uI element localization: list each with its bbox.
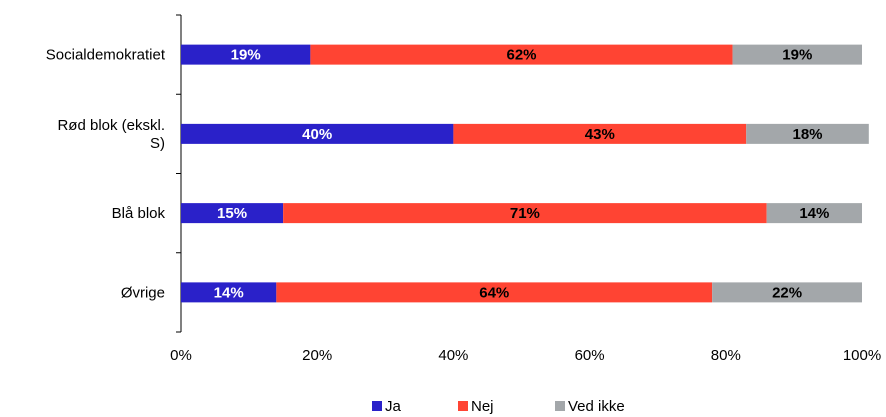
x-tick-label: 20% — [302, 347, 332, 364]
bar-value-label: 14% — [799, 205, 829, 222]
bar-segment — [453, 123, 747, 144]
category-label-line: Socialdemokratiet — [46, 47, 166, 64]
bar-segment — [712, 282, 862, 303]
legend-label: Ja — [385, 398, 402, 415]
bar-value-label: 43% — [585, 126, 615, 143]
bars — [181, 44, 869, 303]
bar-value-label: 71% — [510, 205, 540, 222]
legend-label: Nej — [471, 398, 494, 415]
bar-segment — [283, 203, 767, 224]
legend-swatch — [555, 401, 565, 411]
x-tick-label: 0% — [170, 347, 192, 364]
bar-segment — [181, 282, 277, 303]
category-label-line: Øvrige — [121, 284, 165, 301]
category-label-line: Rød blok (ekskl. — [57, 117, 165, 134]
category-axis: Socialdemokratiet Rød blok (ekskl. S) Blå b… — [46, 14, 182, 333]
bar-segment — [746, 123, 869, 144]
bar-segment — [181, 123, 454, 144]
category-label: Øvrige — [121, 284, 165, 301]
bar-value-label: 40% — [302, 126, 332, 143]
category-label-line: Blå blok — [112, 205, 166, 222]
x-tick-label: 40% — [438, 347, 468, 364]
legend-swatch — [372, 401, 382, 411]
bar-value-labels: 19% 62% 19% 40% 43% 18% 15% 71% 14% 14% 64% 22% — [214, 47, 830, 302]
x-tick-label: 80% — [711, 347, 741, 364]
bar-value-label: 19% — [231, 47, 261, 64]
bar-value-label: 19% — [782, 47, 812, 64]
legend-swatch — [458, 401, 468, 411]
bar-segment — [276, 282, 713, 303]
bar-value-label: 22% — [772, 284, 802, 301]
category-label: Rød blok (ekskl. S) — [57, 117, 165, 152]
bar-segment — [181, 203, 284, 224]
bar-value-label: 14% — [214, 284, 244, 301]
x-axis-tick-labels: 0% 20% 40% 60% 80% 100% — [170, 347, 881, 364]
legend-label: Ved ikke — [568, 398, 625, 415]
bar-value-label: 18% — [793, 126, 823, 143]
bar-value-label: 15% — [217, 205, 247, 222]
x-tick-label: 60% — [575, 347, 605, 364]
bar-value-label: 64% — [479, 284, 509, 301]
x-tick-label: 100% — [843, 347, 881, 364]
category-label: Socialdemokratiet — [46, 47, 166, 64]
bar-segment — [766, 203, 862, 224]
legend: Ja Nej Ved ikke — [372, 398, 625, 415]
category-label-line: S) — [150, 135, 165, 152]
bar-value-label: 62% — [506, 47, 536, 64]
category-label: Blå blok — [112, 205, 166, 222]
bar-segment — [181, 44, 311, 65]
bar-segment — [310, 44, 733, 65]
bar-segment — [732, 44, 862, 65]
